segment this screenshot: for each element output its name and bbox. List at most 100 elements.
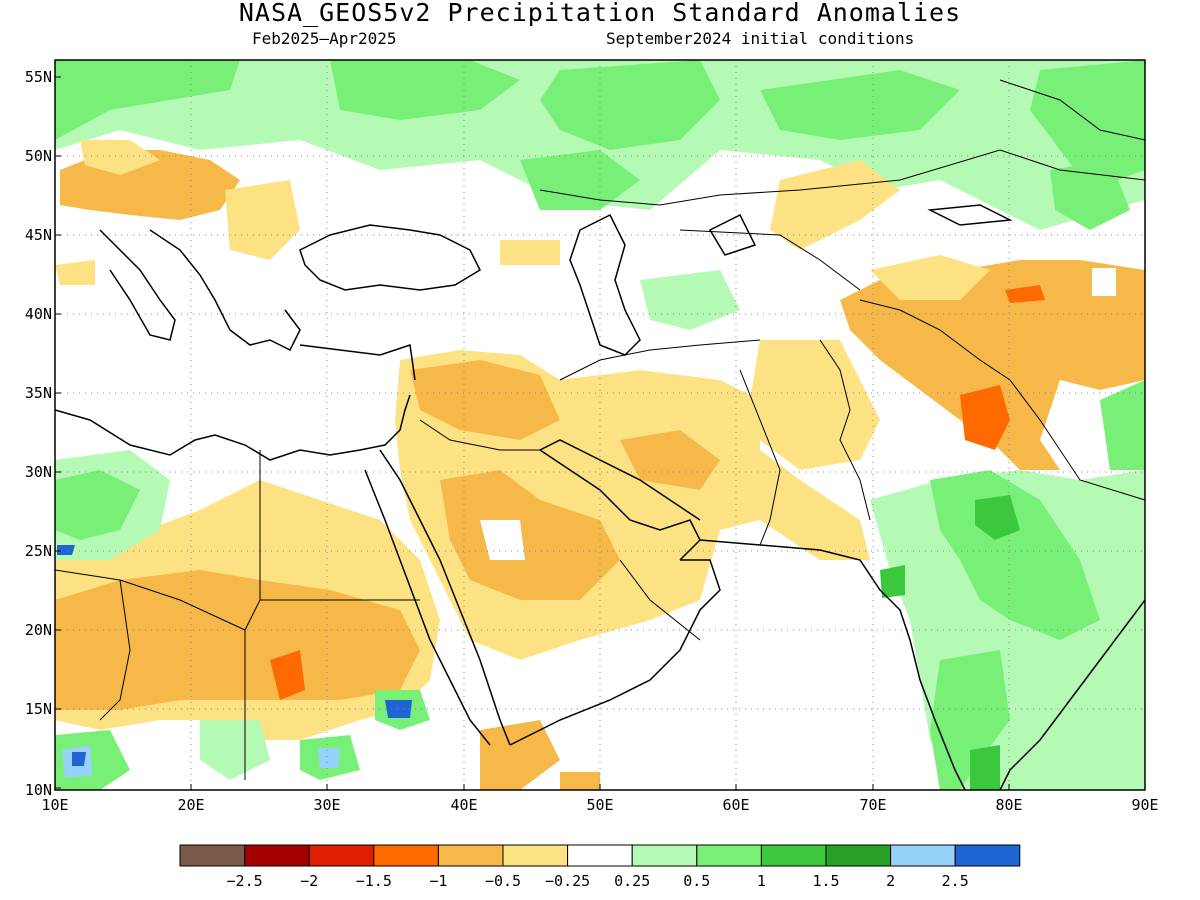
legend-swatch xyxy=(825,844,892,867)
coastline xyxy=(569,213,641,356)
legend-label: −2.5 xyxy=(227,872,263,890)
lon-label: 20E xyxy=(177,796,204,814)
lat-label: 45N xyxy=(25,226,52,244)
coastline xyxy=(55,394,411,461)
coastline xyxy=(539,449,701,561)
lat-label: 30N xyxy=(25,463,52,481)
legend-label: 2.5 xyxy=(942,872,969,890)
border xyxy=(819,339,871,521)
dry-region xyxy=(55,260,95,285)
dry-region xyxy=(270,650,305,700)
lat-label: 50N xyxy=(25,147,52,165)
lon-label: 70E xyxy=(859,796,886,814)
dry-region xyxy=(410,360,560,440)
dry-region xyxy=(55,570,420,710)
dry-region xyxy=(440,470,620,600)
wet-region xyxy=(1030,60,1145,190)
legend-label: −1 xyxy=(429,872,447,890)
wet-region xyxy=(318,748,340,768)
dry-region xyxy=(225,180,300,260)
lat-label: 10N xyxy=(25,781,52,799)
legend-swatch xyxy=(244,844,310,867)
legend-label: −0.5 xyxy=(485,872,521,890)
legend-swatch xyxy=(308,844,375,867)
wet-region xyxy=(72,752,86,766)
border xyxy=(99,579,131,721)
wet-region xyxy=(57,545,75,555)
dry-region xyxy=(870,255,990,300)
border xyxy=(679,229,861,291)
legend-label: −0.25 xyxy=(545,872,590,890)
legend-swatch xyxy=(373,844,439,867)
color-legend-labels: −2.5 −2 −1.5 −1 −0.5 −0.25 0.25 0.5 1 1.5 2 2.5 xyxy=(227,872,969,890)
coastline xyxy=(299,344,416,381)
lat-label: 15N xyxy=(25,700,52,718)
coastline xyxy=(509,559,721,746)
dry-region xyxy=(560,772,600,790)
wet-region xyxy=(980,150,1060,220)
legend-swatch xyxy=(502,844,569,867)
wet-region xyxy=(760,70,960,140)
lon-label: 80E xyxy=(995,796,1022,814)
lon-label: 40E xyxy=(450,796,477,814)
lon-label: 60E xyxy=(722,796,749,814)
legend-label: 1 xyxy=(757,872,766,890)
coastline xyxy=(379,449,511,746)
lon-label: 30E xyxy=(313,796,340,814)
legend-swatch xyxy=(567,844,633,867)
wet-region xyxy=(930,470,1100,640)
wet-region xyxy=(640,270,740,330)
wet-region xyxy=(385,700,412,718)
lat-label: 35N xyxy=(25,384,52,402)
wet-region xyxy=(480,520,525,560)
border xyxy=(419,419,540,451)
dry-region xyxy=(1005,285,1045,303)
legend-label: 1.5 xyxy=(812,872,839,890)
dry-region xyxy=(840,260,1145,470)
wet-region xyxy=(930,650,1010,790)
dry-region xyxy=(960,385,1010,450)
legend-label: −2 xyxy=(300,872,318,890)
latitude-labels: 55N 50N 45N 40N 35N 30N 25N 20N 15N 10N xyxy=(25,68,52,799)
legend-label: 2 xyxy=(886,872,895,890)
lon-label: 90E xyxy=(1131,796,1158,814)
coastline xyxy=(999,599,1145,790)
coastline xyxy=(149,229,301,352)
border xyxy=(619,559,701,641)
dry-region xyxy=(750,340,880,470)
coastlines-borders xyxy=(55,79,1145,790)
lat-label: 20N xyxy=(25,621,52,639)
wet-region xyxy=(200,720,270,780)
wet-region xyxy=(55,470,140,540)
dry-region xyxy=(480,720,560,790)
lon-label: 50E xyxy=(586,796,613,814)
wet-region xyxy=(1100,380,1145,470)
coastline xyxy=(539,439,701,521)
wet-region xyxy=(330,60,520,120)
legend-swatch xyxy=(890,844,956,867)
border xyxy=(55,569,246,631)
legend-label: 0.25 xyxy=(614,872,650,890)
coastline xyxy=(699,539,966,790)
initial-conditions: September2024 initial conditions xyxy=(606,29,915,48)
legend-swatch xyxy=(760,844,827,867)
color-legend xyxy=(179,844,1021,867)
legend-label: −1.5 xyxy=(356,872,392,890)
coastline xyxy=(708,213,757,256)
lon-label: 10E xyxy=(41,796,68,814)
coastline xyxy=(927,204,1013,226)
border xyxy=(999,79,1145,141)
coastline xyxy=(99,229,176,341)
lat-label: 40N xyxy=(25,305,52,323)
dry-region xyxy=(770,160,900,250)
lat-label: 55N xyxy=(25,68,52,86)
coastline xyxy=(299,224,481,291)
legend-swatch xyxy=(954,844,1021,867)
dry-region xyxy=(620,430,720,490)
legend-swatch xyxy=(696,844,762,867)
map-title: NASA_GEOS5v2 Precipitation Standard Anom… xyxy=(238,0,962,27)
wet-region xyxy=(1092,268,1116,296)
coastline xyxy=(364,469,491,746)
border xyxy=(539,149,1145,206)
